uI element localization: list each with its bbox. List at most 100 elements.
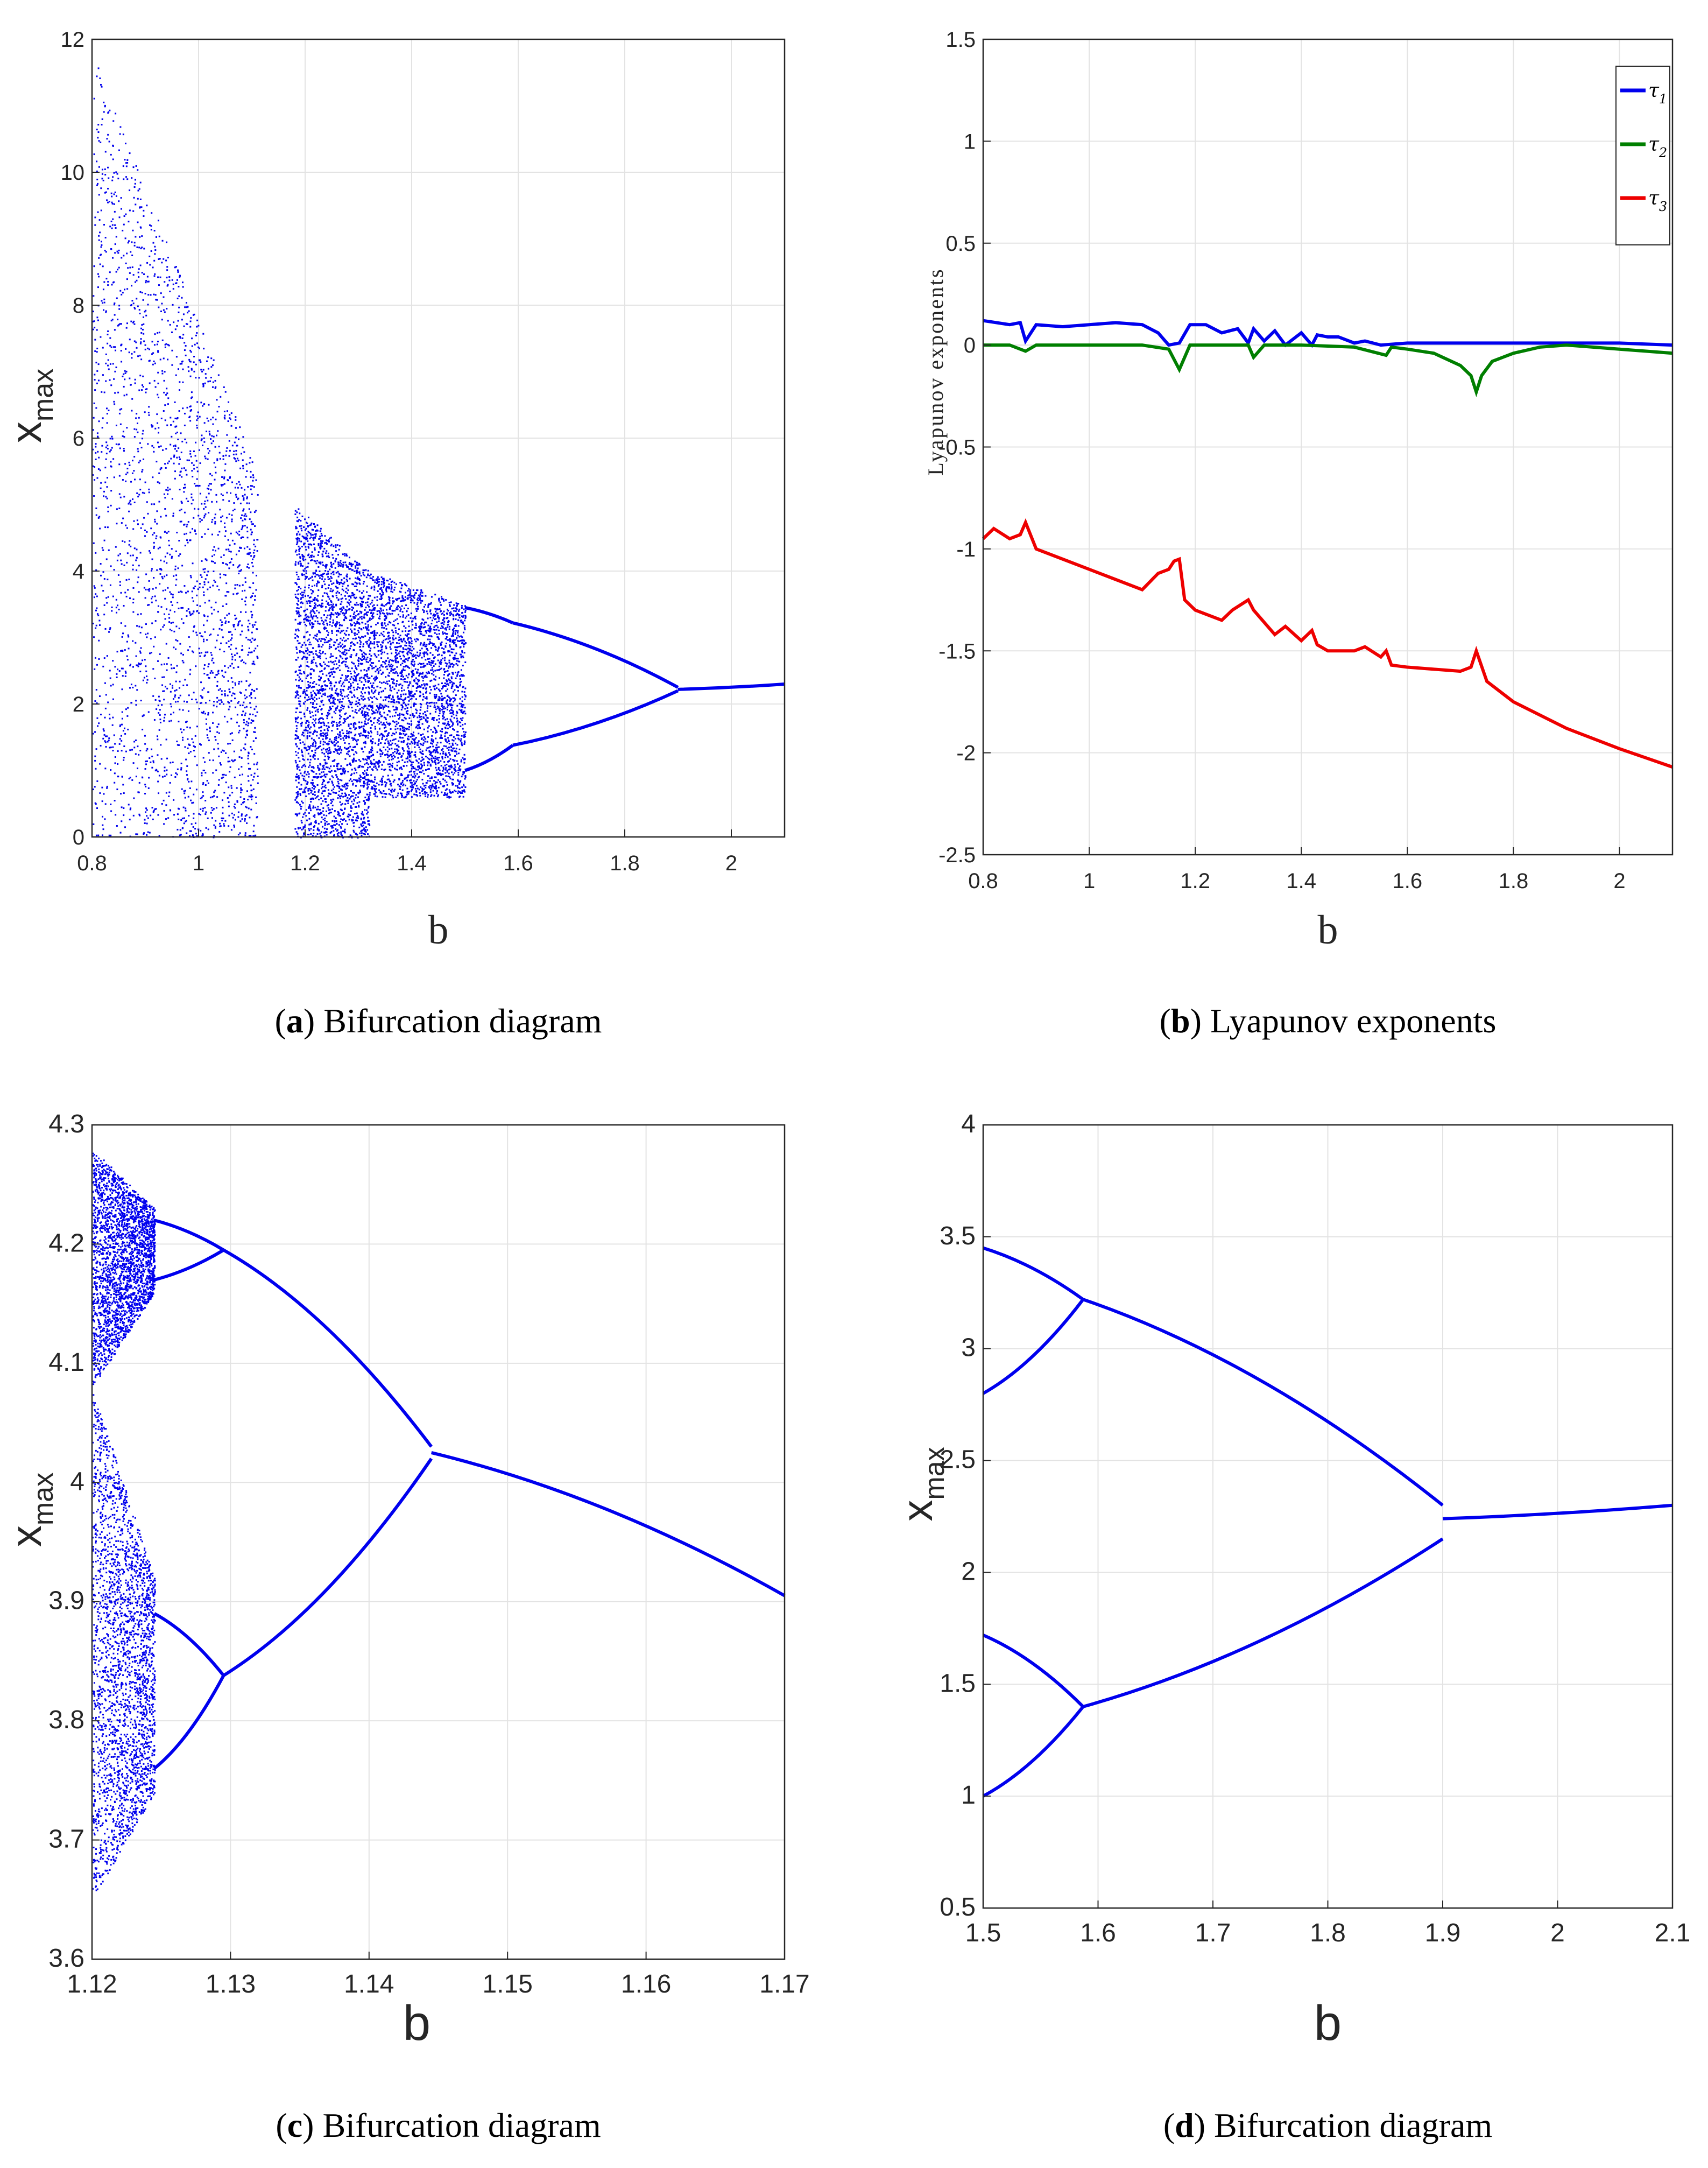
chaos-point — [249, 672, 251, 674]
chaos-point — [163, 810, 165, 812]
chaos-point — [97, 319, 99, 321]
chaos-point — [248, 722, 250, 724]
chaos-point — [239, 774, 241, 776]
chaos-point — [133, 351, 136, 353]
chaos-point — [110, 565, 112, 567]
chaos-point — [120, 344, 122, 347]
chaos-point — [97, 131, 100, 133]
chaos-point — [362, 596, 364, 599]
chaos-point — [348, 723, 350, 726]
chaos-point — [137, 355, 139, 357]
chaos-point — [102, 665, 104, 667]
chaos-point — [236, 483, 238, 485]
chaos-point — [302, 764, 305, 766]
chaos-point — [318, 675, 320, 678]
chaos-point — [308, 686, 310, 688]
chaos-point — [175, 450, 178, 452]
chaos-point — [144, 348, 146, 350]
chaos-point — [156, 510, 158, 512]
chaos-point — [142, 384, 144, 386]
chaos-point — [190, 397, 193, 399]
chaos-point — [341, 639, 343, 642]
chaos-point — [314, 816, 316, 818]
chaos-point — [106, 422, 108, 424]
chaos-point — [313, 625, 315, 628]
chaos-point — [112, 660, 114, 662]
chaos-point — [235, 617, 237, 620]
chaos-point — [218, 699, 220, 701]
chaos-point — [184, 438, 186, 440]
chaos-point — [241, 630, 243, 632]
chaos-point — [323, 729, 326, 731]
chaos-point — [175, 639, 177, 641]
chaos-point — [314, 602, 316, 604]
chaos-point — [119, 553, 121, 555]
chaos-point — [178, 818, 180, 820]
chaos-point — [358, 631, 360, 633]
chaos-point — [146, 276, 149, 278]
chaos-point — [244, 707, 246, 709]
chaos-point — [256, 574, 258, 576]
chaos-point — [332, 622, 334, 624]
chaos-point — [325, 801, 327, 803]
chaos-point — [102, 728, 104, 730]
chaos-point — [346, 730, 348, 732]
chaos-point — [342, 813, 344, 815]
chaos-point — [356, 610, 358, 612]
chaos-point — [299, 650, 301, 652]
chaos-point — [333, 614, 335, 616]
chaos-point — [240, 789, 242, 791]
chaos-point — [203, 655, 206, 657]
chaos-point — [296, 539, 298, 541]
chaos-point — [343, 735, 345, 737]
chaos-point — [174, 445, 177, 447]
chaos-point — [117, 776, 119, 778]
chaos-point — [344, 820, 347, 822]
chaos-point — [158, 258, 160, 260]
chaos-point — [96, 382, 98, 384]
chaos-point — [295, 779, 297, 782]
chaos-point — [253, 776, 255, 778]
chaos-point — [114, 370, 116, 372]
chaos-point — [333, 696, 335, 699]
chaos-point — [347, 589, 349, 592]
chaos-point — [122, 479, 124, 481]
chaos-point — [354, 634, 356, 636]
chaos-point — [158, 306, 160, 308]
chaos-point — [141, 324, 143, 326]
chaos-point — [327, 734, 329, 736]
chaos-point — [299, 695, 301, 698]
chaos-point — [128, 461, 130, 463]
chaos-point — [114, 800, 116, 802]
chaos-point — [315, 615, 317, 617]
chaos-point — [225, 548, 227, 551]
chaos-point — [330, 537, 332, 539]
chaos-point — [306, 608, 308, 610]
chaos-point — [344, 617, 346, 619]
chaos-point — [327, 729, 329, 731]
chaos-point — [340, 563, 342, 565]
chaos-point — [166, 308, 168, 310]
chaos-point — [363, 781, 365, 783]
chaos-point — [355, 709, 357, 711]
chaos-point — [201, 636, 203, 638]
chaos-point — [166, 608, 168, 610]
chaos-point — [302, 657, 304, 659]
chaos-point — [127, 589, 129, 591]
chaos-point — [124, 463, 126, 465]
chaos-point — [206, 431, 208, 433]
chaos-point — [139, 264, 142, 266]
chaos-point — [327, 552, 329, 554]
chaos-point — [146, 205, 148, 207]
chaos-point — [139, 671, 142, 673]
chaos-point — [339, 710, 341, 713]
chaos-point — [352, 616, 355, 618]
chaos-point — [96, 347, 98, 349]
chaos-point — [348, 557, 350, 559]
chaos-point — [183, 817, 185, 819]
chaos-point — [339, 717, 341, 720]
chaos-point — [348, 609, 350, 611]
chaos-point — [308, 828, 310, 830]
chaos-point — [329, 707, 331, 709]
chaos-point — [139, 631, 142, 633]
